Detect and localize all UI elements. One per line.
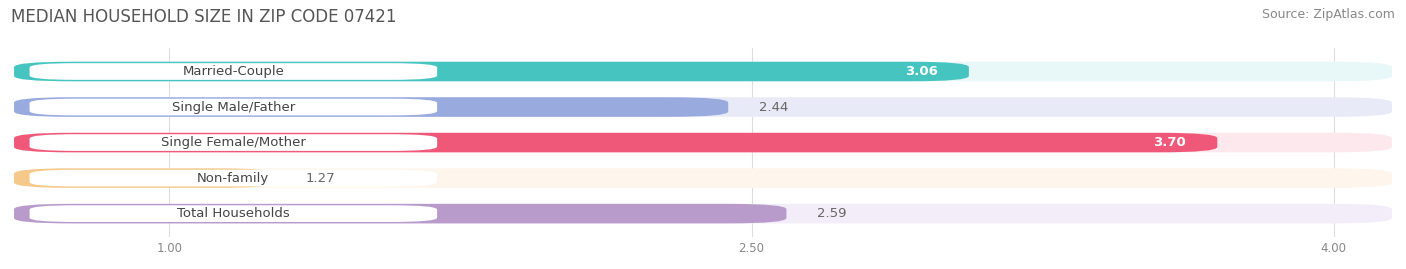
FancyBboxPatch shape [14, 133, 1392, 152]
FancyBboxPatch shape [14, 62, 1392, 81]
Text: Non-family: Non-family [197, 172, 270, 185]
FancyBboxPatch shape [14, 62, 969, 81]
Text: 2.59: 2.59 [817, 207, 846, 220]
FancyBboxPatch shape [30, 99, 437, 115]
FancyBboxPatch shape [14, 204, 786, 223]
FancyBboxPatch shape [14, 133, 1218, 152]
FancyBboxPatch shape [14, 168, 274, 188]
Text: Single Female/Mother: Single Female/Mother [160, 136, 305, 149]
Text: 3.70: 3.70 [1153, 136, 1187, 149]
FancyBboxPatch shape [30, 205, 437, 222]
FancyBboxPatch shape [14, 168, 1392, 188]
Text: Source: ZipAtlas.com: Source: ZipAtlas.com [1261, 8, 1395, 21]
Text: MEDIAN HOUSEHOLD SIZE IN ZIP CODE 07421: MEDIAN HOUSEHOLD SIZE IN ZIP CODE 07421 [11, 8, 396, 26]
Text: 2.44: 2.44 [759, 101, 789, 114]
Text: Single Male/Father: Single Male/Father [172, 101, 295, 114]
FancyBboxPatch shape [14, 204, 1392, 223]
Text: 1.27: 1.27 [305, 172, 335, 185]
FancyBboxPatch shape [30, 134, 437, 151]
Text: Married-Couple: Married-Couple [183, 65, 284, 78]
Text: 3.06: 3.06 [905, 65, 938, 78]
FancyBboxPatch shape [14, 97, 1392, 117]
FancyBboxPatch shape [14, 97, 728, 117]
Text: Total Households: Total Households [177, 207, 290, 220]
FancyBboxPatch shape [30, 63, 437, 80]
FancyBboxPatch shape [30, 170, 437, 186]
